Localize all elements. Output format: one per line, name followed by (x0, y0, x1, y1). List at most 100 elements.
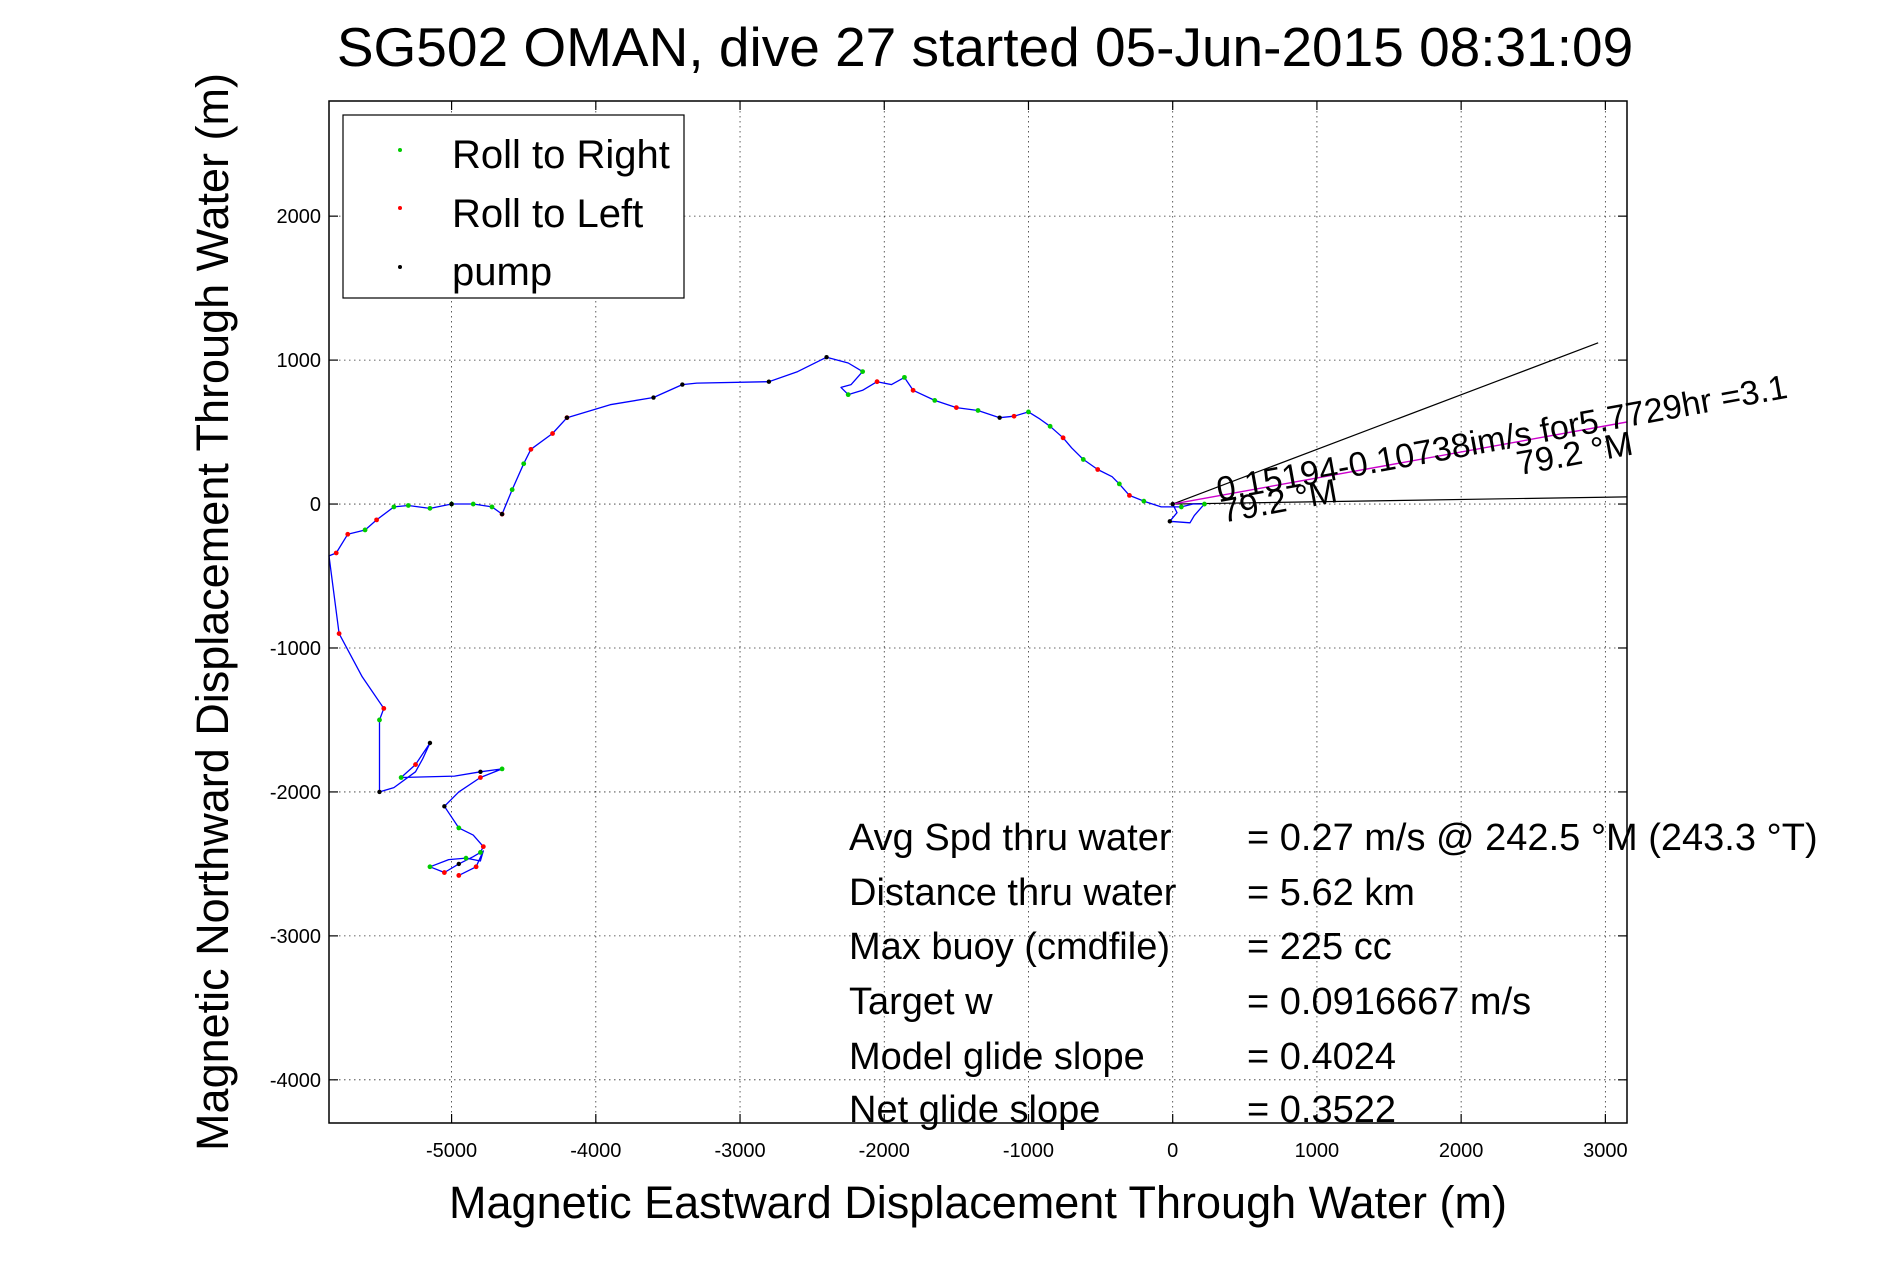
roll-left-point (381, 706, 387, 711)
roll-right-point (405, 503, 411, 508)
track-series (328, 356, 1206, 876)
roll-left-point (874, 379, 880, 385)
marker-series (333, 355, 1207, 878)
roll-right-point (1116, 481, 1122, 487)
x-tick-label: -3000 (714, 1140, 765, 1162)
roll-left-point (473, 864, 479, 870)
pump-point (824, 355, 829, 360)
roll-right-point (489, 504, 495, 510)
roll-right-point (478, 849, 483, 855)
roll-left-point (336, 631, 342, 636)
roll-left-point (413, 762, 418, 767)
roll-left-point (1127, 493, 1132, 498)
x-tick-label: 3000 (1583, 1140, 1628, 1162)
y-tick-label: -2000 (270, 782, 321, 804)
roll-right-point (456, 825, 462, 831)
pump-point (997, 415, 1002, 420)
grid-lines (329, 101, 1627, 1123)
current-vectors (1172, 342, 1627, 505)
pump-point (427, 740, 433, 746)
legend-marker-roll-left (398, 206, 402, 210)
roll-right-point (470, 501, 476, 507)
legend: Roll to Right Roll to Left pump (342, 114, 685, 299)
stat-label-model-glide: Model glide slope (849, 1036, 1145, 1078)
stat-label-distance: Distance thru water (849, 872, 1177, 914)
legend-label-pump: pump (452, 250, 552, 294)
track-line (328, 356, 1206, 876)
axis-ticks (329, 101, 1627, 1123)
roll-left-point (528, 446, 534, 452)
stat-value-target-w: = 0.0916667 m/s (1247, 981, 1531, 1023)
x-tick-label: 0 (1167, 1140, 1178, 1162)
roll-left-point (480, 844, 486, 850)
roll-right-point (499, 766, 505, 772)
y-tick-label: -4000 (270, 1070, 321, 1092)
current-direction-line (1172, 421, 1627, 505)
roll-right-point (1026, 409, 1031, 415)
stats-block: Avg Spd thru water = 0.27 m/s @ 242.5 °M… (849, 817, 1818, 1131)
roll-right-point (391, 504, 397, 510)
legend-marker-roll-right (398, 148, 402, 152)
roll-right-point (845, 392, 851, 398)
roll-right-point (377, 717, 382, 723)
stat-label-target-w: Target w (849, 981, 993, 1023)
roll-right-point (1047, 423, 1053, 429)
stat-value-distance: = 5.62 km (1247, 872, 1415, 914)
pump-point (1170, 501, 1175, 507)
roll-right-point (1080, 457, 1086, 462)
pump-point (478, 769, 483, 774)
pump-point (499, 511, 505, 517)
x-tick-label: -2000 (859, 1140, 910, 1162)
roll-left-point (550, 431, 555, 436)
pump-point (680, 382, 685, 387)
roll-left-point (1011, 413, 1017, 419)
y-tick-label: 0 (310, 494, 321, 516)
pump-point (1167, 519, 1173, 524)
roll-left-point (953, 405, 959, 410)
roll-right-point (521, 461, 527, 467)
stat-label-net-glide: Net glide slope (849, 1089, 1100, 1131)
pump-point (442, 804, 447, 809)
stat-value-model-glide: = 0.4024 (1247, 1036, 1396, 1078)
roll-right-point (427, 505, 433, 511)
roll-left-point (478, 775, 483, 780)
stat-value-max-buoy: = 225 cc (1247, 926, 1392, 968)
x-tick-label: -1000 (1003, 1140, 1054, 1162)
x-tick-label: -4000 (570, 1140, 621, 1162)
y-tick-label: -1000 (270, 638, 321, 660)
roll-left-point (441, 870, 447, 875)
stat-label-avg-speed: Avg Spd thru water (849, 817, 1172, 859)
x-axis-label: Magnetic Eastward Displacement Through W… (449, 1177, 1507, 1228)
legend-label-roll-left: Roll to Left (452, 192, 643, 236)
pump-point (564, 415, 570, 420)
roll-right-point (362, 527, 368, 533)
roll-right-point (1178, 504, 1184, 510)
stat-label-max-buoy: Max buoy (cmdfile) (849, 926, 1170, 968)
roll-right-point (427, 864, 433, 870)
roll-right-point (975, 408, 981, 413)
plot-frame (328, 100, 1628, 1124)
roll-left-point (1060, 435, 1066, 441)
pump-point (651, 395, 656, 400)
roll-left-point (456, 873, 462, 878)
x-tick-label: -5000 (426, 1140, 477, 1162)
legend-marker-pump (398, 265, 402, 269)
roll-left-point (345, 531, 351, 537)
roll-right-point (860, 369, 866, 375)
pump-point (766, 379, 772, 384)
y-tick-label: 1000 (277, 350, 322, 372)
x-tick-label: 1000 (1295, 1140, 1340, 1162)
roll-left-point (1095, 467, 1101, 472)
pump-point (377, 789, 382, 795)
roll-right-point (463, 855, 469, 861)
y-axis-label: Magnetic Northward Displacement Through … (187, 73, 238, 1151)
stat-value-avg-speed: = 0.27 m/s @ 242.5 °M (243.3 °T) (1247, 817, 1818, 859)
roll-right-point (1202, 501, 1207, 507)
pump-point (449, 501, 454, 507)
current-vector-line (1172, 342, 1599, 505)
roll-right-point (509, 487, 515, 493)
roll-left-point (333, 550, 339, 556)
stat-value-net-glide: = 0.3522 (1247, 1089, 1396, 1131)
y-tick-label: -3000 (270, 926, 321, 948)
